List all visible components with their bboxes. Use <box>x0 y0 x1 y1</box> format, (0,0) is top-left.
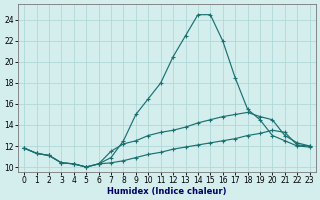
X-axis label: Humidex (Indice chaleur): Humidex (Indice chaleur) <box>107 187 227 196</box>
